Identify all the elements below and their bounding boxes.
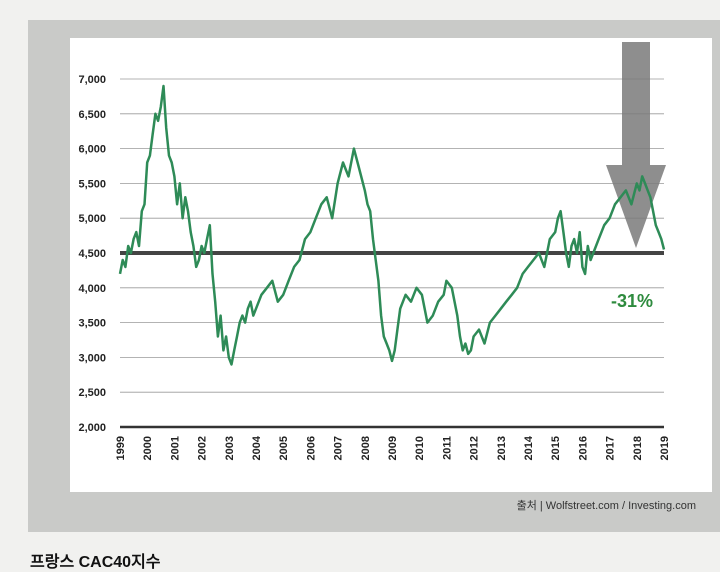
x-tick-label: 2004 [251, 435, 263, 460]
y-tick-label: 2,000 [78, 422, 106, 434]
y-tick-label: 5,000 [78, 213, 106, 225]
x-tick-label: 2011 [441, 436, 453, 460]
x-tick-label: 2017 [605, 436, 617, 460]
x-tick-label: 2010 [414, 436, 426, 460]
y-tick-label: 6,500 [78, 109, 106, 121]
x-axis-ticks: 1999 2000 2001 2002 2003 2004 2005 2006 2007 2008… [115, 435, 671, 460]
x-tick-label: 2016 [577, 436, 589, 460]
x-tick-label: 2018 [632, 436, 644, 460]
down-arrow-icon [606, 42, 666, 248]
y-tick-label: 3,000 [78, 352, 106, 364]
chart-caption: 프랑스 CAC40지수 [30, 554, 161, 571]
series-line [118, 84, 666, 366]
x-tick-label: 2006 [305, 436, 317, 460]
x-tick-label: 2001 [169, 436, 181, 460]
y-tick-label: 7,000 [78, 74, 106, 86]
y-tick-label: 3,500 [78, 318, 106, 330]
x-tick-label: 1999 [115, 436, 127, 460]
y-tick-label: 5,500 [78, 178, 106, 190]
x-tick-label: 2003 [224, 436, 236, 460]
x-tick-label: 2012 [469, 436, 481, 460]
series-layer [118, 84, 666, 366]
down-arrow [606, 42, 666, 248]
y-tick-label: 6,000 [78, 144, 106, 156]
y-tick-label: 4,500 [78, 248, 106, 260]
x-tick-label: 2008 [360, 436, 372, 460]
x-tick-label: 2014 [523, 435, 535, 460]
x-tick-label: 2007 [333, 436, 345, 460]
x-tick-label: 2000 [142, 436, 154, 460]
y-axis-ticks: 7,000 6,500 6,000 5,500 5,000 4,500 4,000 3,500… [78, 74, 106, 434]
y-tick-label: 2,500 [78, 387, 106, 399]
x-tick-label: 2002 [197, 436, 209, 460]
y-tick-label: 4,000 [78, 283, 106, 295]
x-tick-label: 2013 [496, 436, 508, 460]
decline-annotation: -31% [611, 291, 653, 311]
source-credit: 출처 | Wolfstreet.com / Investing.com [516, 500, 696, 512]
x-tick-label: 2005 [278, 436, 290, 460]
x-tick-label: 2015 [550, 436, 562, 460]
x-tick-label: 2019 [659, 436, 671, 460]
x-tick-label: 2009 [387, 436, 399, 460]
